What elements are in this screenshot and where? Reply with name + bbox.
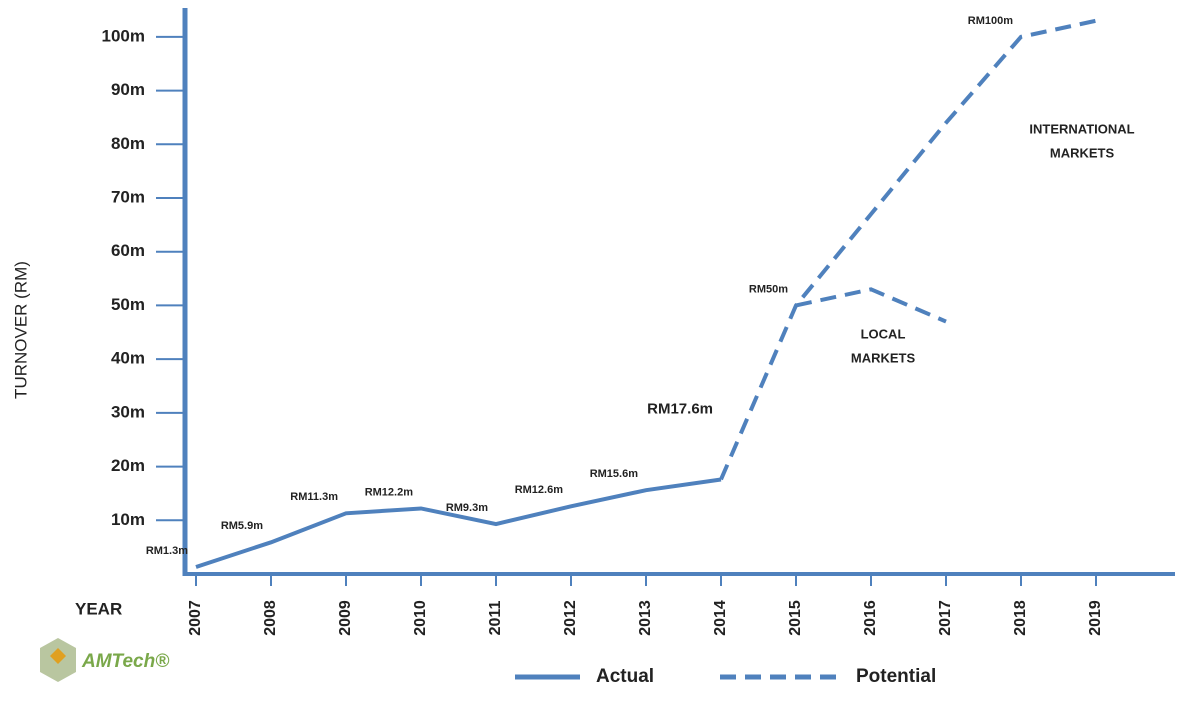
data-label: RM50m (749, 283, 788, 295)
logo-text: AMTech® (81, 651, 169, 672)
annotation: INTERNATIONAL (1029, 121, 1134, 136)
annotation: LOCAL (861, 326, 906, 341)
x-tick-label: 2018 (1012, 600, 1029, 636)
logo-icon-center (50, 648, 66, 664)
y-tick-label: 80m (111, 134, 145, 153)
x-tick-label: 2013 (637, 600, 654, 636)
data-label: RM12.6m (515, 484, 564, 496)
series-line (719, 18, 1097, 481)
y-tick-label: 70m (111, 187, 145, 206)
annotation: MARKETS (1050, 145, 1115, 160)
y-tick-label: 50m (111, 295, 145, 314)
y-tick-label: 40m (111, 349, 145, 368)
x-tick-label: 2007 (187, 600, 204, 636)
x-tick-label: 2019 (1087, 600, 1104, 636)
y-tick-label: 20m (111, 456, 145, 475)
legend-label: Potential (856, 666, 936, 687)
x-tick-label: 2012 (562, 600, 579, 636)
data-label: RM9.3m (446, 502, 488, 514)
series-line (795, 287, 947, 324)
x-tick-label: 2009 (337, 600, 354, 636)
data-label: RM5.9m (221, 520, 263, 532)
y-tick-label: 10m (111, 510, 145, 529)
data-label: RM17.6m (647, 400, 713, 417)
x-tick-label: 2017 (937, 600, 954, 636)
data-label: RM15.6m (590, 468, 639, 480)
y-tick-label: 100m (102, 26, 145, 45)
x-tick-label: 2015 (787, 600, 804, 636)
y-tick-label: 90m (111, 80, 145, 99)
logo: AMTech® (40, 638, 169, 682)
x-tick-label: 2014 (712, 600, 729, 636)
series-line (195, 477, 722, 569)
x-tick-label: 2010 (412, 600, 429, 636)
x-tick-label: 2011 (487, 601, 504, 636)
y-tick-label: 60m (111, 241, 145, 260)
y-axis-label: TURNOVER (RM) (11, 261, 30, 399)
data-label: RM1.3m (146, 545, 188, 557)
x-tick-label: 2016 (862, 600, 879, 636)
legend-label: Actual (596, 666, 654, 687)
data-label: RM100m (968, 15, 1013, 27)
y-tick-label: 30m (111, 402, 145, 421)
x-axis-label: YEAR (75, 599, 122, 618)
annotation: MARKETS (851, 350, 916, 365)
data-label: RM11.3m (290, 491, 338, 503)
x-tick-label: 2008 (262, 600, 279, 636)
data-label: RM12.2m (365, 486, 414, 498)
